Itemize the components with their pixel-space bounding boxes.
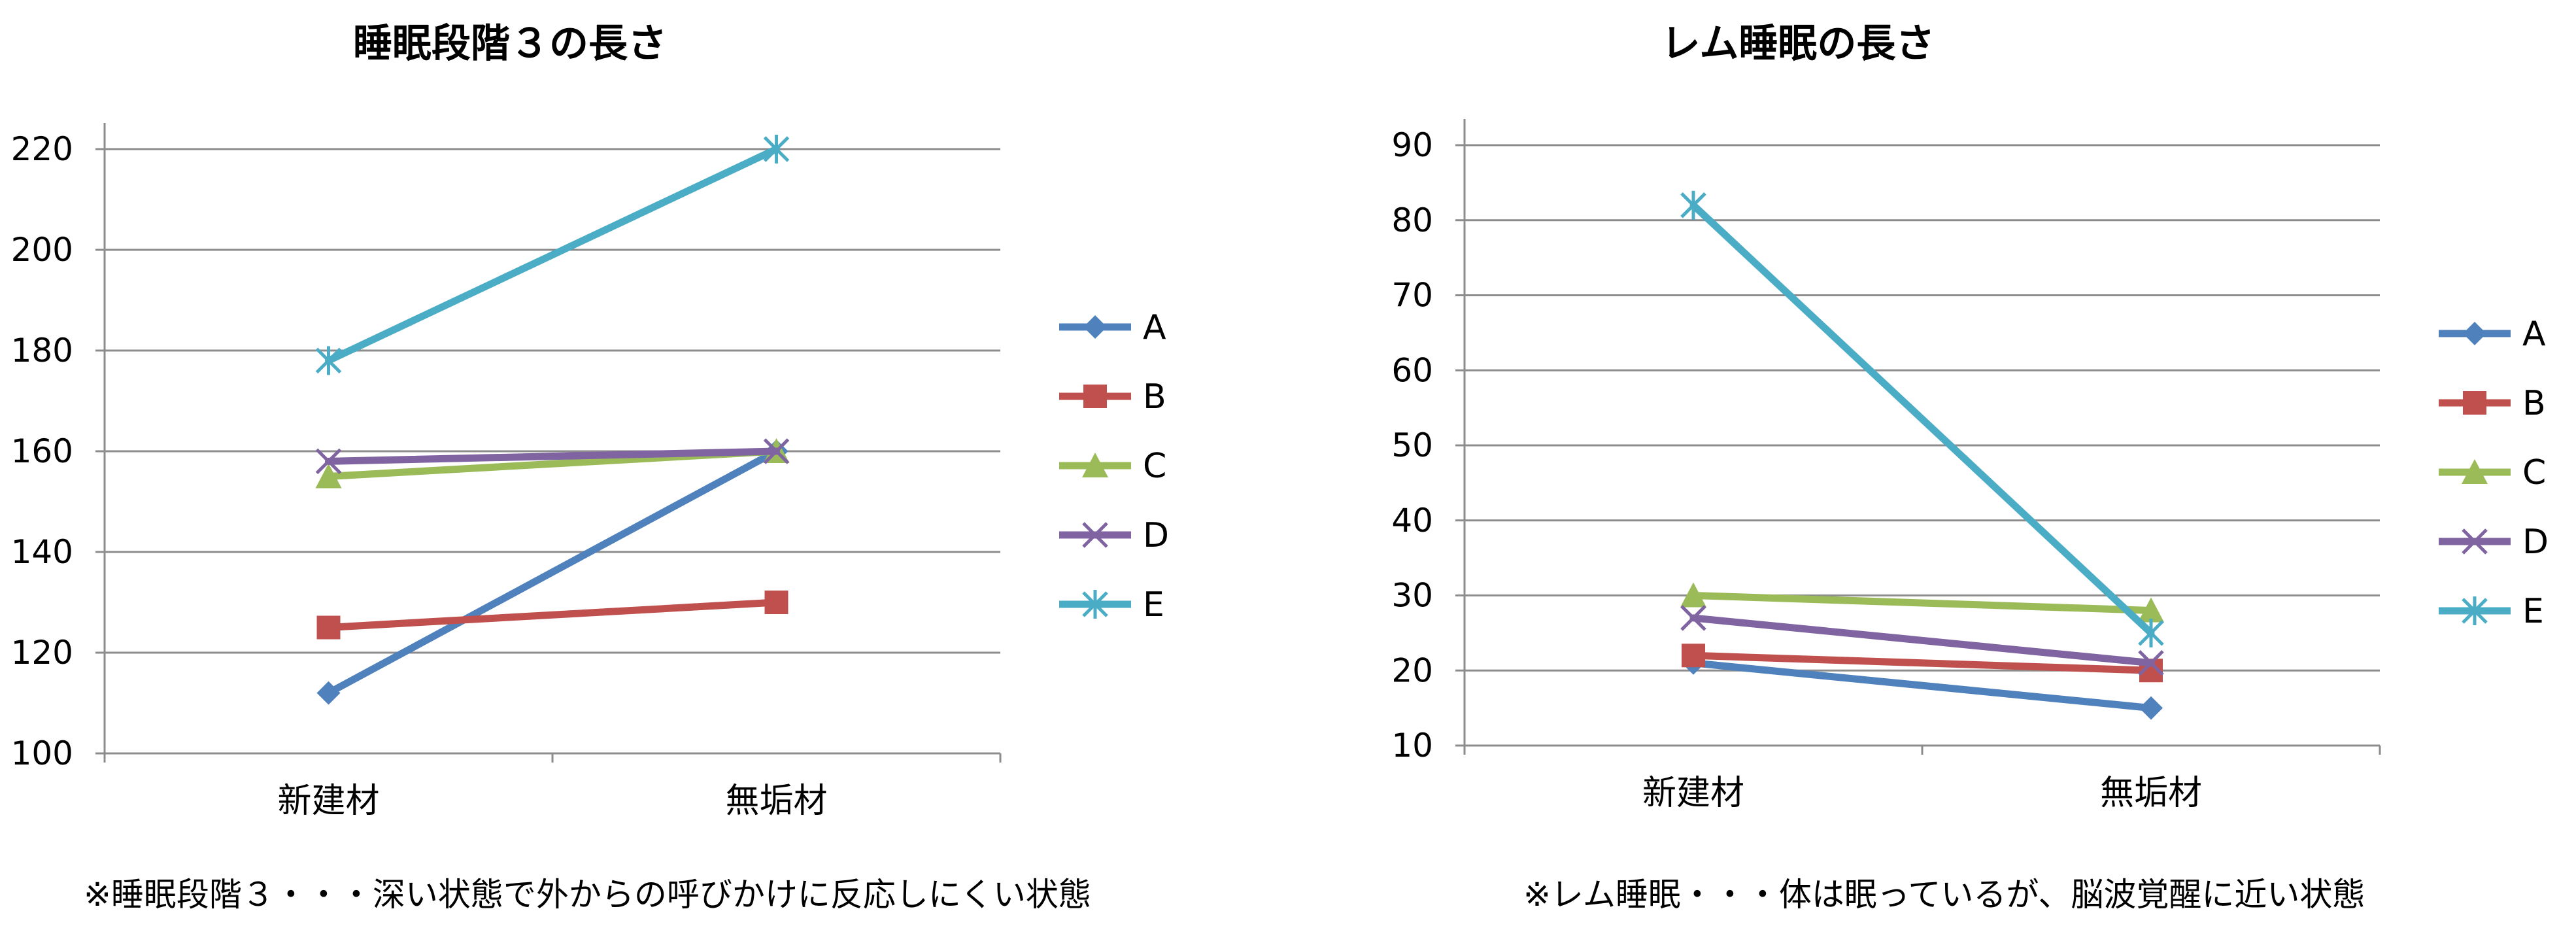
y-tick-label: 140 [11, 533, 73, 571]
x-tick-label: 新建材 [1642, 774, 1744, 813]
data-point [2138, 618, 2164, 647]
chart-title: レム睡眠の長さ [1661, 21, 1935, 67]
series-D [315, 438, 790, 475]
series-line [1689, 659, 2155, 712]
y-tick-label: 20 [1391, 651, 1433, 689]
legend-label: E [2522, 592, 2544, 631]
series-D [1680, 605, 2164, 676]
series-A [1682, 651, 2163, 720]
data-point [763, 438, 790, 464]
legend-marker [2462, 459, 2488, 484]
data-point [1680, 190, 1706, 220]
series-line [325, 598, 780, 631]
data-point [316, 615, 341, 640]
y-tick-label: 10 [1391, 727, 1433, 765]
series-A [316, 439, 788, 705]
series-line [325, 447, 780, 465]
legend-label: A [1143, 308, 1166, 347]
x-tick-label: 無垢材 [2100, 774, 2202, 813]
chart-title: 睡眠段階３の長さ [353, 21, 667, 67]
y-tick-label: 50 [1391, 426, 1433, 464]
y-tick-label: 30 [1391, 577, 1433, 615]
data-point [764, 591, 788, 614]
legend-label: D [2522, 523, 2549, 562]
legend-label: A [2522, 315, 2546, 354]
series-B [316, 591, 788, 640]
data-point [2139, 696, 2163, 720]
legend-item-E: E [1059, 585, 1164, 625]
y-tick-label: 100 [11, 734, 73, 772]
y-tick-label: 80 [1391, 201, 1433, 239]
x-tick-label: 新建材 [277, 782, 379, 821]
series-line [1689, 201, 2155, 637]
y-tick-label: 160 [11, 432, 73, 470]
data-point [315, 448, 342, 475]
y-tick-label: 90 [1391, 126, 1433, 164]
series-line [325, 145, 780, 364]
series-line [1689, 592, 2155, 614]
legend-marker [1082, 522, 1108, 548]
x-tick-label: 無垢材 [725, 782, 827, 821]
data-point [315, 463, 342, 489]
legend-marker [2463, 322, 2486, 345]
legend-item-D: D [2439, 523, 2549, 562]
legend-item-C: C [1059, 447, 1166, 486]
legend-marker [2463, 391, 2486, 415]
legend-label: B [1143, 377, 1166, 417]
legend-marker [1083, 385, 1107, 408]
data-point [1682, 644, 1705, 668]
chart-panel-stage3: 睡眠段階３の長さ 100 120 140 160 180 200 220 新建材 無垢材 A B C D… [11, 21, 1169, 914]
y-tick-label: 200 [11, 231, 73, 269]
legend-marker [2462, 528, 2488, 555]
legend-item-B: B [2439, 384, 2546, 423]
legend-item-D: D [1059, 516, 1169, 555]
legend-item-E: E [2439, 592, 2544, 631]
legend-marker [1083, 315, 1107, 339]
y-tick-label: 220 [11, 130, 73, 168]
data-point [316, 681, 341, 705]
data-point [1680, 605, 1706, 631]
legend-label: C [2522, 453, 2546, 492]
legend-label: C [1143, 447, 1166, 486]
legend-item-C: C [2439, 453, 2546, 492]
legend-item-A: A [1059, 308, 1166, 347]
legend-label: E [1143, 585, 1164, 625]
series-line [1689, 614, 2155, 667]
chart-note: ※睡眠段階３・・・深い状態で外からの呼びかけに反応しにくい状態 [84, 876, 1091, 914]
series-E [315, 135, 790, 375]
legend-label: B [2522, 384, 2546, 423]
series-line [325, 447, 780, 697]
legend-marker [1082, 453, 1108, 477]
data-point [2138, 650, 2164, 676]
legend-item-A: A [2439, 315, 2546, 354]
chart-note: ※レム睡眠・・・体は眠っているが、脳波覚醒に近い状態 [1523, 876, 2365, 914]
legend-item-B: B [1059, 377, 1166, 417]
y-tick-label: 60 [1391, 351, 1433, 389]
series-E [1680, 190, 2164, 647]
y-tick-label: 40 [1391, 502, 1433, 540]
y-tick-label: 70 [1391, 277, 1433, 315]
data-point [2138, 597, 2164, 623]
y-tick-label: 180 [11, 332, 73, 369]
series-line [1689, 651, 2155, 674]
data-point [763, 135, 790, 163]
y-tick-label: 120 [11, 634, 73, 672]
chart-panel-rem: レム睡眠の長さ 10 20 30 40 50 60 70 80 90 新建材 無垢材 A B C D E ※レ… [1288, 0, 2576, 928]
legend-marker [1082, 590, 1108, 619]
series-B [1682, 644, 2163, 683]
legend-label: D [1143, 516, 1169, 555]
series-C [1680, 582, 2164, 623]
data-point [1680, 582, 1706, 608]
legend-marker [2462, 596, 2488, 625]
data-point [315, 346, 342, 375]
